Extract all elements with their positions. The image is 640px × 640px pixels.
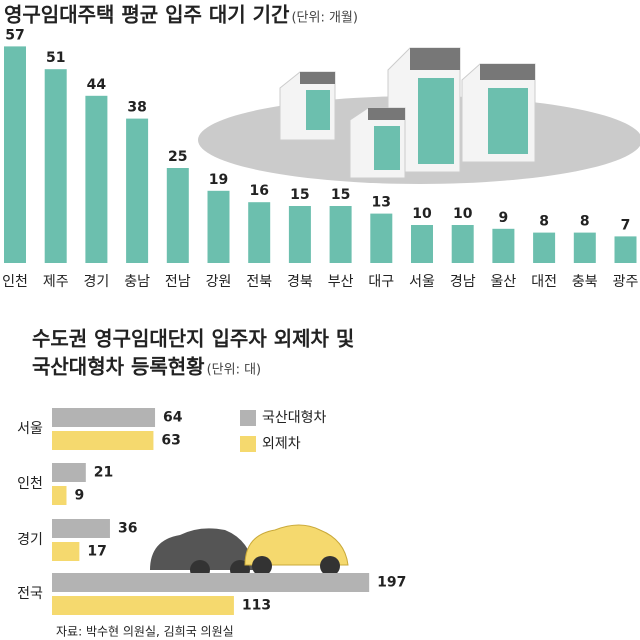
houses-illustration	[198, 47, 640, 184]
wheel	[252, 556, 272, 576]
bar	[248, 202, 271, 263]
bar	[52, 431, 154, 450]
roof	[300, 72, 335, 84]
y-tick-label: 인천	[17, 476, 43, 492]
windows	[488, 88, 528, 154]
bar	[52, 542, 80, 561]
cars-illustration	[150, 524, 349, 580]
roof	[368, 108, 405, 120]
x-tick-label: 서울	[409, 274, 435, 290]
x-tick-label: 경기	[84, 274, 110, 290]
value-label: 51	[46, 50, 65, 66]
x-tick-label: 충남	[124, 274, 150, 290]
bar	[126, 118, 149, 263]
wheel	[320, 556, 340, 576]
value-label: 10	[412, 206, 432, 222]
value-label: 13	[372, 195, 391, 211]
bar	[4, 46, 26, 264]
value-label: 8	[539, 214, 549, 230]
x-tick-label: 대전	[531, 274, 557, 290]
bar	[52, 596, 234, 615]
x-tick-label: 제주	[43, 274, 69, 290]
value-label: 17	[87, 544, 106, 560]
value-label: 36	[118, 521, 137, 537]
windows	[418, 78, 454, 164]
value-label: 8	[580, 214, 590, 230]
windows	[374, 126, 400, 170]
value-label: 10	[453, 206, 473, 222]
x-tick-label: 강원	[206, 274, 232, 290]
x-tick-label: 경남	[450, 274, 476, 290]
value-label: 113	[242, 598, 271, 614]
windows	[306, 90, 330, 130]
bar	[370, 213, 393, 263]
value-label: 64	[163, 410, 183, 426]
chart-title: 수도권 영구임대단지 입주자 외제차 및	[32, 327, 354, 351]
y-tick-label: 전국	[17, 586, 43, 602]
x-tick-label: 부산	[328, 274, 354, 290]
bar	[52, 486, 67, 505]
roof	[480, 64, 535, 80]
legend-label: 외제차	[262, 436, 301, 452]
y-tick-label: 경기	[17, 532, 43, 548]
car	[150, 528, 255, 570]
unit-label: (단위: 대)	[207, 363, 262, 378]
value-label: 197	[377, 575, 406, 591]
chart-title: 국산대형차 등록현황	[32, 355, 205, 379]
x-tick-label: 인천	[2, 274, 28, 290]
value-label: 15	[290, 187, 309, 203]
bar	[44, 69, 67, 263]
value-label: 21	[94, 465, 113, 481]
roof	[410, 48, 460, 70]
value-label: 25	[168, 149, 187, 165]
bar	[52, 408, 156, 427]
bar	[492, 228, 515, 263]
bar	[411, 225, 433, 263]
x-tick-label: 대구	[368, 274, 394, 290]
bar	[207, 190, 230, 263]
legend-swatch	[240, 410, 256, 426]
value-label: 9	[74, 488, 84, 504]
value-label: 16	[249, 183, 268, 199]
unit-label: (단위: 개월)	[291, 11, 358, 26]
x-tick-label: 광주	[613, 274, 639, 290]
bar	[85, 95, 108, 263]
legend-swatch	[240, 436, 256, 452]
value-label: 15	[331, 187, 350, 203]
bar	[329, 206, 352, 263]
x-tick-label: 전남	[165, 274, 191, 290]
x-tick-label: 충북	[572, 274, 598, 290]
bar	[614, 236, 637, 263]
value-label: 38	[127, 100, 146, 116]
y-tick-label: 서울	[17, 421, 43, 437]
bar	[166, 168, 189, 263]
value-label: 19	[209, 172, 228, 188]
car	[244, 524, 349, 566]
x-tick-label: 울산	[491, 274, 517, 290]
bar	[52, 463, 86, 482]
value-label: 44	[87, 77, 107, 93]
bar	[573, 232, 596, 263]
x-tick-label: 경북	[287, 274, 313, 290]
bar	[52, 519, 110, 538]
chart-title: 영구임대주택 평균 입주 대기 기간	[4, 3, 290, 27]
bar	[533, 232, 556, 263]
bar	[451, 225, 474, 263]
x-tick-label: 전북	[246, 274, 272, 290]
source-note: 자료: 박수현 의원실, 김희국 의원실	[56, 625, 234, 639]
value-label: 9	[499, 210, 509, 226]
value-label: 57	[5, 27, 24, 43]
bar	[288, 206, 311, 263]
value-label: 7	[621, 217, 631, 233]
legend-label: 국산대형차	[262, 410, 327, 426]
value-label: 63	[161, 433, 180, 449]
bar	[52, 573, 370, 592]
